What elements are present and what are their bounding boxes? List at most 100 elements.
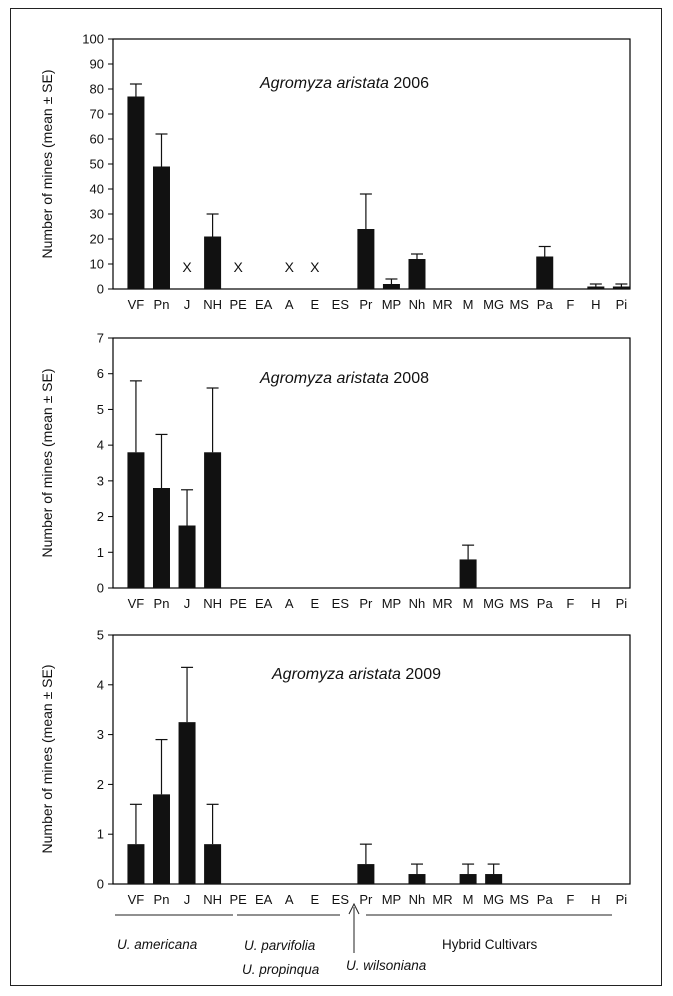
x-tick-label: E bbox=[310, 892, 319, 907]
x-tick-label: MR bbox=[432, 892, 452, 907]
x-tick-label: MS bbox=[509, 297, 529, 312]
bar bbox=[587, 286, 605, 289]
y-tick-label: 90 bbox=[90, 57, 104, 72]
y-tick-label: 80 bbox=[90, 82, 104, 97]
x-tick-label: Pr bbox=[359, 596, 373, 611]
y-tick-label: 6 bbox=[97, 366, 104, 381]
chart-title-species: Agromyza aristata bbox=[259, 370, 393, 387]
x-tick-label: Pn bbox=[154, 892, 170, 907]
x-tick-label: E bbox=[310, 297, 319, 312]
chart-title: Agromyza aristata 2006 bbox=[259, 75, 429, 92]
group-annotations: U. americana U. parvifolia U. propinqua … bbox=[115, 902, 612, 977]
x-tick-label: M bbox=[463, 297, 474, 312]
y-tick-label: 30 bbox=[90, 207, 104, 222]
chart-title-year: 2009 bbox=[405, 666, 441, 683]
x-tick-label: MG bbox=[483, 297, 504, 312]
x-tick-label: J bbox=[184, 892, 191, 907]
x-tick-label: M bbox=[463, 892, 474, 907]
x-tick-label: MG bbox=[483, 892, 504, 907]
bar bbox=[178, 525, 196, 588]
x-tick-label: Pa bbox=[537, 596, 554, 611]
bar bbox=[408, 259, 426, 289]
bar bbox=[204, 236, 222, 289]
x-tick-label: F bbox=[566, 892, 574, 907]
x-tick-label: VF bbox=[128, 596, 145, 611]
x-tick-label: H bbox=[591, 596, 600, 611]
x-tick-label: MP bbox=[382, 892, 402, 907]
y-tick-label: 1 bbox=[97, 545, 104, 560]
not-sampled-mark: X bbox=[233, 259, 243, 275]
y-tick-label: 60 bbox=[90, 132, 104, 147]
y-tick-label: 4 bbox=[97, 677, 104, 692]
x-tick-label: MR bbox=[432, 596, 452, 611]
x-tick-label: Pi bbox=[616, 596, 628, 611]
y-tick-label: 40 bbox=[90, 182, 104, 197]
bar bbox=[459, 874, 477, 884]
x-tick-label: A bbox=[285, 596, 294, 611]
x-tick-label: NH bbox=[203, 297, 222, 312]
chart-title: Agromyza aristata 2008 bbox=[259, 370, 429, 387]
bar bbox=[152, 166, 170, 289]
x-tick-label: A bbox=[285, 892, 294, 907]
y-tick-label: 0 bbox=[97, 282, 104, 297]
x-tick-label: VF bbox=[128, 297, 145, 312]
x-tick-label: Pn bbox=[154, 297, 170, 312]
bar bbox=[485, 874, 503, 884]
bar bbox=[357, 229, 375, 289]
y-tick-label: 0 bbox=[97, 581, 104, 596]
x-tick-label: ES bbox=[332, 892, 350, 907]
x-tick-label: Pa bbox=[537, 297, 554, 312]
x-tick-label: PE bbox=[229, 297, 247, 312]
bar bbox=[408, 874, 426, 884]
chart-panel-2006: 0 10 20 30 40 50 60 70 80 90 100 Number of mines (m… bbox=[39, 32, 631, 312]
group-label-propinqua: U. propinqua bbox=[242, 962, 320, 977]
y-tick-label: 2 bbox=[97, 777, 104, 792]
bar bbox=[204, 452, 222, 588]
x-tick-label: EA bbox=[255, 596, 273, 611]
y-tick-label: 5 bbox=[97, 402, 104, 417]
wilsoniana-arrow-icon bbox=[348, 902, 360, 953]
y-axis-label: Number of mines (mean ± SE) bbox=[39, 665, 55, 854]
bar bbox=[152, 794, 170, 884]
x-tick-label: Pa bbox=[537, 892, 554, 907]
chart-panel-2008: 0 1 2 3 4 5 6 7 Number of mines (mean ± SE) Agrom… bbox=[39, 331, 631, 611]
x-tick-label: E bbox=[310, 596, 319, 611]
x-tick-label: Nh bbox=[409, 892, 426, 907]
figure-frame bbox=[10, 8, 662, 986]
bar bbox=[127, 452, 145, 588]
plot-area-frame bbox=[112, 337, 631, 589]
group-label-wilsoniana: U. wilsoniana bbox=[346, 958, 427, 973]
not-sampled-mark: X bbox=[182, 259, 192, 275]
y-tick-label: 1 bbox=[97, 827, 104, 842]
y-tick-label: 4 bbox=[97, 438, 104, 453]
y-tick-label: 3 bbox=[97, 473, 104, 488]
y-tick-label: 3 bbox=[97, 727, 104, 742]
bar bbox=[357, 864, 375, 884]
y-tick-label: 10 bbox=[90, 257, 104, 272]
y-tick-label: 0 bbox=[97, 877, 104, 892]
x-tick-label: Nh bbox=[409, 297, 426, 312]
x-tick-label: MR bbox=[432, 297, 452, 312]
bar bbox=[382, 284, 400, 289]
x-tick-label: A bbox=[285, 297, 294, 312]
x-tick-label: J bbox=[184, 596, 191, 611]
bar bbox=[536, 256, 554, 289]
x-tick-label: Nh bbox=[409, 596, 426, 611]
x-tick-label: EA bbox=[255, 892, 273, 907]
x-tick-label: Pi bbox=[616, 297, 628, 312]
bar bbox=[204, 844, 222, 884]
bar bbox=[459, 559, 477, 588]
x-tick-label: NH bbox=[203, 596, 222, 611]
not-sampled-mark: X bbox=[285, 259, 295, 275]
x-tick-label: MP bbox=[382, 297, 402, 312]
x-tick-label: F bbox=[566, 596, 574, 611]
x-tick-label: ES bbox=[332, 596, 350, 611]
x-tick-label: EA bbox=[255, 297, 273, 312]
y-tick-label: 7 bbox=[97, 331, 104, 346]
y-tick-label: 50 bbox=[90, 157, 104, 172]
bar bbox=[127, 96, 145, 289]
group-label-hybrid: Hybrid Cultivars bbox=[442, 937, 538, 952]
x-tick-label: Pi bbox=[616, 892, 628, 907]
group-label-americana: U. americana bbox=[117, 937, 198, 952]
